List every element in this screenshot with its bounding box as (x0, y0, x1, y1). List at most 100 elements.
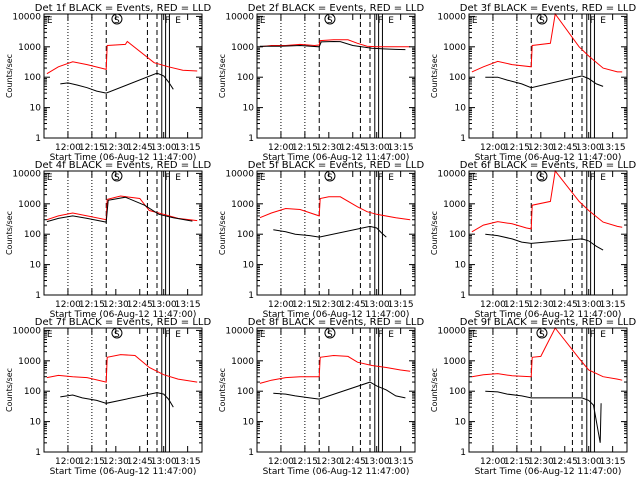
panel-title: Det 7f BLACK = Events, RED = LLD (35, 317, 212, 328)
panel-4: 1 10 100 1000 10000 12:0012:1512:3012:4513:00… (5, 160, 211, 320)
y-tick-label: 1000 (231, 43, 254, 53)
event-marker-label: E (600, 173, 606, 183)
y-axis-label: Counts/sec (5, 54, 14, 98)
marker-circle (324, 13, 336, 25)
event-marker-label: E (472, 330, 478, 340)
event-marker-label: F (590, 330, 595, 340)
y-tick-label: 10000 (225, 169, 254, 179)
x-tick-label: 13:00 (151, 143, 177, 153)
event-marker-label: E (600, 330, 606, 340)
y-tick-label: 10 (455, 104, 467, 114)
y-tick-label: 100 (24, 73, 41, 83)
y-tick-label: 10000 (225, 326, 254, 336)
series-lld (46, 40, 198, 75)
x-tick-label: 12:15 (504, 457, 530, 467)
event-marker-label: S (539, 330, 545, 340)
x-tick-label: 12:30 (528, 143, 554, 153)
x-tick-label: 12:00 (480, 300, 506, 310)
y-tick-label: 10000 (12, 326, 41, 336)
y-tick-label: 1 (460, 291, 466, 301)
x-tick-label: 13:00 (151, 457, 177, 467)
y-tick-label: 10 (243, 261, 255, 271)
x-tick-label: 13:15 (388, 457, 414, 467)
x-tick-label: 13:00 (576, 143, 602, 153)
event-marker-label: S (114, 16, 120, 26)
panel-title: Det 1f BLACK = Events, RED = LLD (35, 3, 212, 14)
x-tick-label: 12:15 (292, 457, 318, 467)
panel-9: 1 10 100 1000 10000 12:0012:1512:3012:4513:00… (430, 317, 636, 477)
y-tick-label: 10000 (437, 12, 466, 22)
x-tick-label: 12:15 (79, 300, 105, 310)
series-lld (471, 327, 623, 381)
x-tick-label: 12:30 (316, 457, 342, 467)
series-events (46, 196, 193, 223)
y-tick-label: 100 (449, 387, 466, 397)
event-marker-label: E (260, 16, 266, 26)
x-tick-label: 12:15 (504, 143, 530, 153)
y-tick-label: 100 (449, 230, 466, 240)
x-tick-label: 12:45 (552, 143, 578, 153)
marker-circle (324, 327, 336, 339)
y-tick-label: 1 (35, 134, 41, 144)
y-tick-label: 10 (455, 261, 467, 271)
y-axis-label: Counts/sec (218, 211, 227, 255)
x-tick-label: 13:00 (364, 300, 390, 310)
x-tick-label: 12:30 (103, 457, 129, 467)
x-tick-label: 12:00 (480, 143, 506, 153)
series-events (60, 72, 174, 94)
series-events (485, 233, 604, 251)
x-axis-label: Start Time (06-Aug-12 11:47:00) (475, 310, 622, 320)
series-lld (259, 39, 411, 48)
y-axis-label: Counts/sec (5, 368, 14, 412)
y-tick-label: 100 (237, 387, 254, 397)
y-tick-label: 10000 (225, 12, 254, 22)
x-tick-label: 12:30 (528, 457, 554, 467)
marker-circle (111, 327, 123, 339)
y-axis-label: Counts/sec (430, 368, 439, 412)
y-tick-label: 10000 (437, 169, 466, 179)
panel-6: 1 10 100 1000 10000 12:0012:1512:3012:4513:00… (430, 160, 636, 320)
event-marker-label: F (378, 16, 383, 26)
marker-circle (536, 327, 548, 339)
x-tick-label: 12:30 (528, 300, 554, 310)
event-marker-label: E (175, 173, 181, 183)
x-tick-label: 12:30 (103, 300, 129, 310)
series-lld (259, 196, 411, 221)
y-tick-label: 1 (248, 134, 254, 144)
series-events (273, 381, 406, 400)
y-tick-label: 1 (35, 291, 41, 301)
marker-circle (324, 170, 336, 182)
event-marker-label: E (260, 330, 266, 340)
x-tick-label: 12:15 (292, 143, 318, 153)
panel-3: 1 10 100 1000 10000 12:0012:1512:3012:4513:00… (430, 3, 636, 163)
plot-frame (256, 13, 416, 139)
x-axis-label: Start Time (06-Aug-12 11:47:00) (475, 467, 622, 477)
y-tick-label: 100 (449, 73, 466, 83)
y-tick-label: 100 (24, 387, 41, 397)
x-tick-label: 12:15 (504, 300, 530, 310)
x-tick-label: 12:15 (292, 300, 318, 310)
event-marker-label: S (114, 330, 120, 340)
x-tick-label: 13:15 (600, 300, 626, 310)
x-tick-label: 13:15 (388, 300, 414, 310)
x-tick-label: 12:00 (480, 457, 506, 467)
plot-frame (43, 170, 203, 296)
y-axis-label: Counts/sec (5, 211, 14, 255)
y-tick-label: 1000 (443, 357, 466, 367)
x-axis-label: Start Time (06-Aug-12 11:47:00) (263, 467, 410, 477)
series-lld (471, 12, 623, 73)
y-axis-label: Counts/sec (430, 211, 439, 255)
event-marker-label: S (114, 173, 120, 183)
event-marker-label: F (165, 330, 170, 340)
panel-title: Det 8f BLACK = Events, RED = LLD (248, 317, 425, 328)
x-tick-label: 12:30 (316, 143, 342, 153)
y-axis-label: Counts/sec (218, 54, 227, 98)
event-marker-label: E (388, 173, 394, 183)
plot-frame (256, 170, 416, 296)
y-tick-label: 1000 (231, 357, 254, 367)
panel-title: Det 5f BLACK = Events, RED = LLD (248, 160, 425, 171)
y-tick-label: 10 (243, 418, 255, 428)
series-lld (259, 354, 411, 384)
event-marker-label: E (388, 16, 394, 26)
x-tick-label: 13:15 (600, 457, 626, 467)
